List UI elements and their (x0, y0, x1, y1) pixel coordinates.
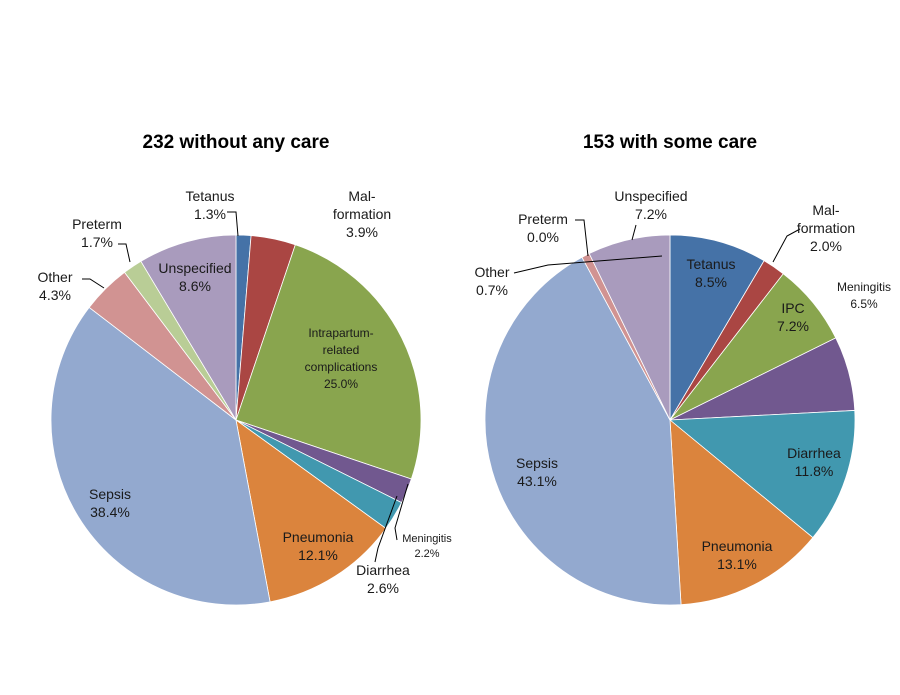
slice-label-line: Unspecified (158, 260, 231, 276)
slice-label-preterm: Preterm 1.7% (72, 216, 122, 250)
slice-label-pneumonia: Pneumonia 12.1% (283, 529, 354, 563)
pie-slice-intrapartum-related-complications (235, 244, 422, 480)
slice-label-line: Preterm (72, 216, 122, 232)
slice-label-line: 1.3% (194, 206, 226, 222)
slice-label-line: Unspecified (614, 188, 687, 204)
slice-label-tetanus: Tetanus 1.3% (185, 188, 234, 222)
pie-slice-tetanus (669, 234, 765, 422)
slice-label-sepsis: Sepsis 43.1% (516, 455, 558, 489)
pie-slice-unspecified (588, 234, 671, 421)
pie-chart-without-care: 232 without any care Tetanus 1.3% Mal-form… (37, 132, 452, 606)
slice-label-line: Intrapartum- (308, 326, 373, 340)
slice-label-line: Mal- (812, 202, 840, 218)
slice-label-line: 43.1% (517, 473, 557, 489)
leader-line-unspecified (631, 224, 637, 241)
slice-label-line: Sepsis (516, 455, 558, 471)
slice-label-other: Other 0.7% (474, 264, 509, 298)
slice-label-line: 1.7% (81, 234, 113, 250)
slice-label-line: 13.1% (717, 556, 757, 572)
slice-label-line: Pneumonia (702, 538, 773, 554)
slice-label-line: Other (37, 269, 72, 285)
slice-label-line: Tetanus (686, 256, 735, 272)
pie-slice-diarrhea (668, 409, 856, 539)
leader-line-mal-formation (772, 228, 801, 263)
slice-label-line: Meningitis (402, 533, 452, 545)
slice-label-line: Pneumonia (283, 529, 354, 545)
slice-label-line: 25.0% (324, 377, 358, 391)
pie-slice-sepsis (484, 256, 682, 606)
slice-label-line: related (323, 343, 360, 357)
pie-slices-with-care (484, 234, 856, 606)
slice-label-line: 7.2% (635, 206, 667, 222)
slice-label-line: 0.7% (476, 282, 508, 298)
leader-line-other (513, 255, 663, 274)
slice-label-line: Sepsis (89, 486, 131, 502)
slice-label-line: Tetanus (185, 188, 234, 204)
slice-label-line: 0.0% (527, 229, 559, 245)
leader-line-preterm (575, 219, 589, 257)
pie-slice-pneumonia (235, 419, 387, 603)
slice-label-meningitis: Meningitis 6.5% (837, 280, 891, 311)
slice-label-line: 4.3% (39, 287, 71, 303)
slice-label-line: 8.6% (179, 278, 211, 294)
slice-label-line: IPC (781, 300, 804, 316)
slice-label-line: 38.4% (90, 504, 130, 520)
leader-line-other (82, 278, 105, 289)
slice-label-line: 12.1% (298, 547, 338, 563)
leader-lines-with-care (513, 219, 801, 274)
slice-label-other: Other 4.3% (37, 269, 72, 303)
slice-label-diarrhea: Diarrhea 2.6% (356, 562, 410, 596)
slice-label-line: 6.5% (850, 297, 878, 311)
slice-label-line: 7.2% (777, 318, 809, 334)
slice-label-line: Diarrhea (787, 445, 841, 461)
slice-label-mal-formation: Mal-formation 2.0% (797, 202, 855, 254)
slice-label-line: 11.8% (795, 463, 834, 479)
slice-label-meningitis: Meningitis 2.2% (402, 533, 452, 560)
slice-label-tetanus: Tetanus 8.5% (686, 256, 735, 290)
pie-slices-without-care (50, 234, 422, 606)
leader-line-preterm (118, 243, 131, 263)
slice-label-line: Preterm (518, 211, 568, 227)
pie-slice-unspecified (140, 234, 237, 422)
slice-label-pneumonia: Pneumonia 13.1% (702, 538, 773, 572)
pie-chart-with-care: 153 with some care Tetanus 8.5% Mal-format… (474, 132, 891, 606)
slice-label-line: Other (474, 264, 509, 280)
slice-label-line: formation (797, 220, 855, 236)
slice-label-line: formation (333, 206, 391, 222)
slice-label-sepsis: Sepsis 38.4% (89, 486, 131, 520)
pie-slice-sepsis (50, 306, 271, 606)
slice-label-line: 2.6% (367, 580, 399, 596)
slice-label-line: complications (305, 360, 378, 374)
slice-label-line: Mal- (348, 188, 376, 204)
chart-title-with-care: 153 with some care (583, 132, 757, 153)
leader-line-tetanus (227, 211, 239, 237)
slice-label-preterm: Preterm 0.0% (518, 211, 568, 245)
slice-labels-with-care: Tetanus 8.5% Mal-formation 2.0% IPC 7.2% Menin… (474, 188, 891, 572)
pie-slice-pneumonia (669, 419, 814, 606)
chart-title-without-care: 232 without any care (143, 132, 330, 153)
slice-label-ipc: IPC 7.2% (777, 300, 809, 334)
leader-line-meningitis (394, 483, 409, 541)
slice-label-unspecified: Unspecified 7.2% (614, 188, 687, 222)
slice-label-line: Diarrhea (356, 562, 410, 578)
slice-label-line: 2.0% (810, 238, 842, 254)
slice-label-diarrhea: Diarrhea 11.8% (787, 445, 841, 479)
slice-labels-without-care: Tetanus 1.3% Mal-formation 3.9% Intrapartum-… (37, 188, 452, 596)
slice-label-unspecified: Unspecified 8.6% (158, 260, 231, 294)
leader-line-diarrhea (374, 495, 398, 563)
slice-label-line: 8.5% (695, 274, 727, 290)
slice-label-line: 3.9% (346, 224, 378, 240)
slice-label-mal-formation: Mal-formation 3.9% (333, 188, 391, 240)
slice-label-line: 2.2% (414, 548, 439, 560)
slice-label-line: Meningitis (837, 280, 891, 294)
slice-label-intrapartum-related-complications: Intrapartum-related complications 25.0% (305, 326, 378, 391)
leader-lines-without-care (82, 211, 409, 563)
